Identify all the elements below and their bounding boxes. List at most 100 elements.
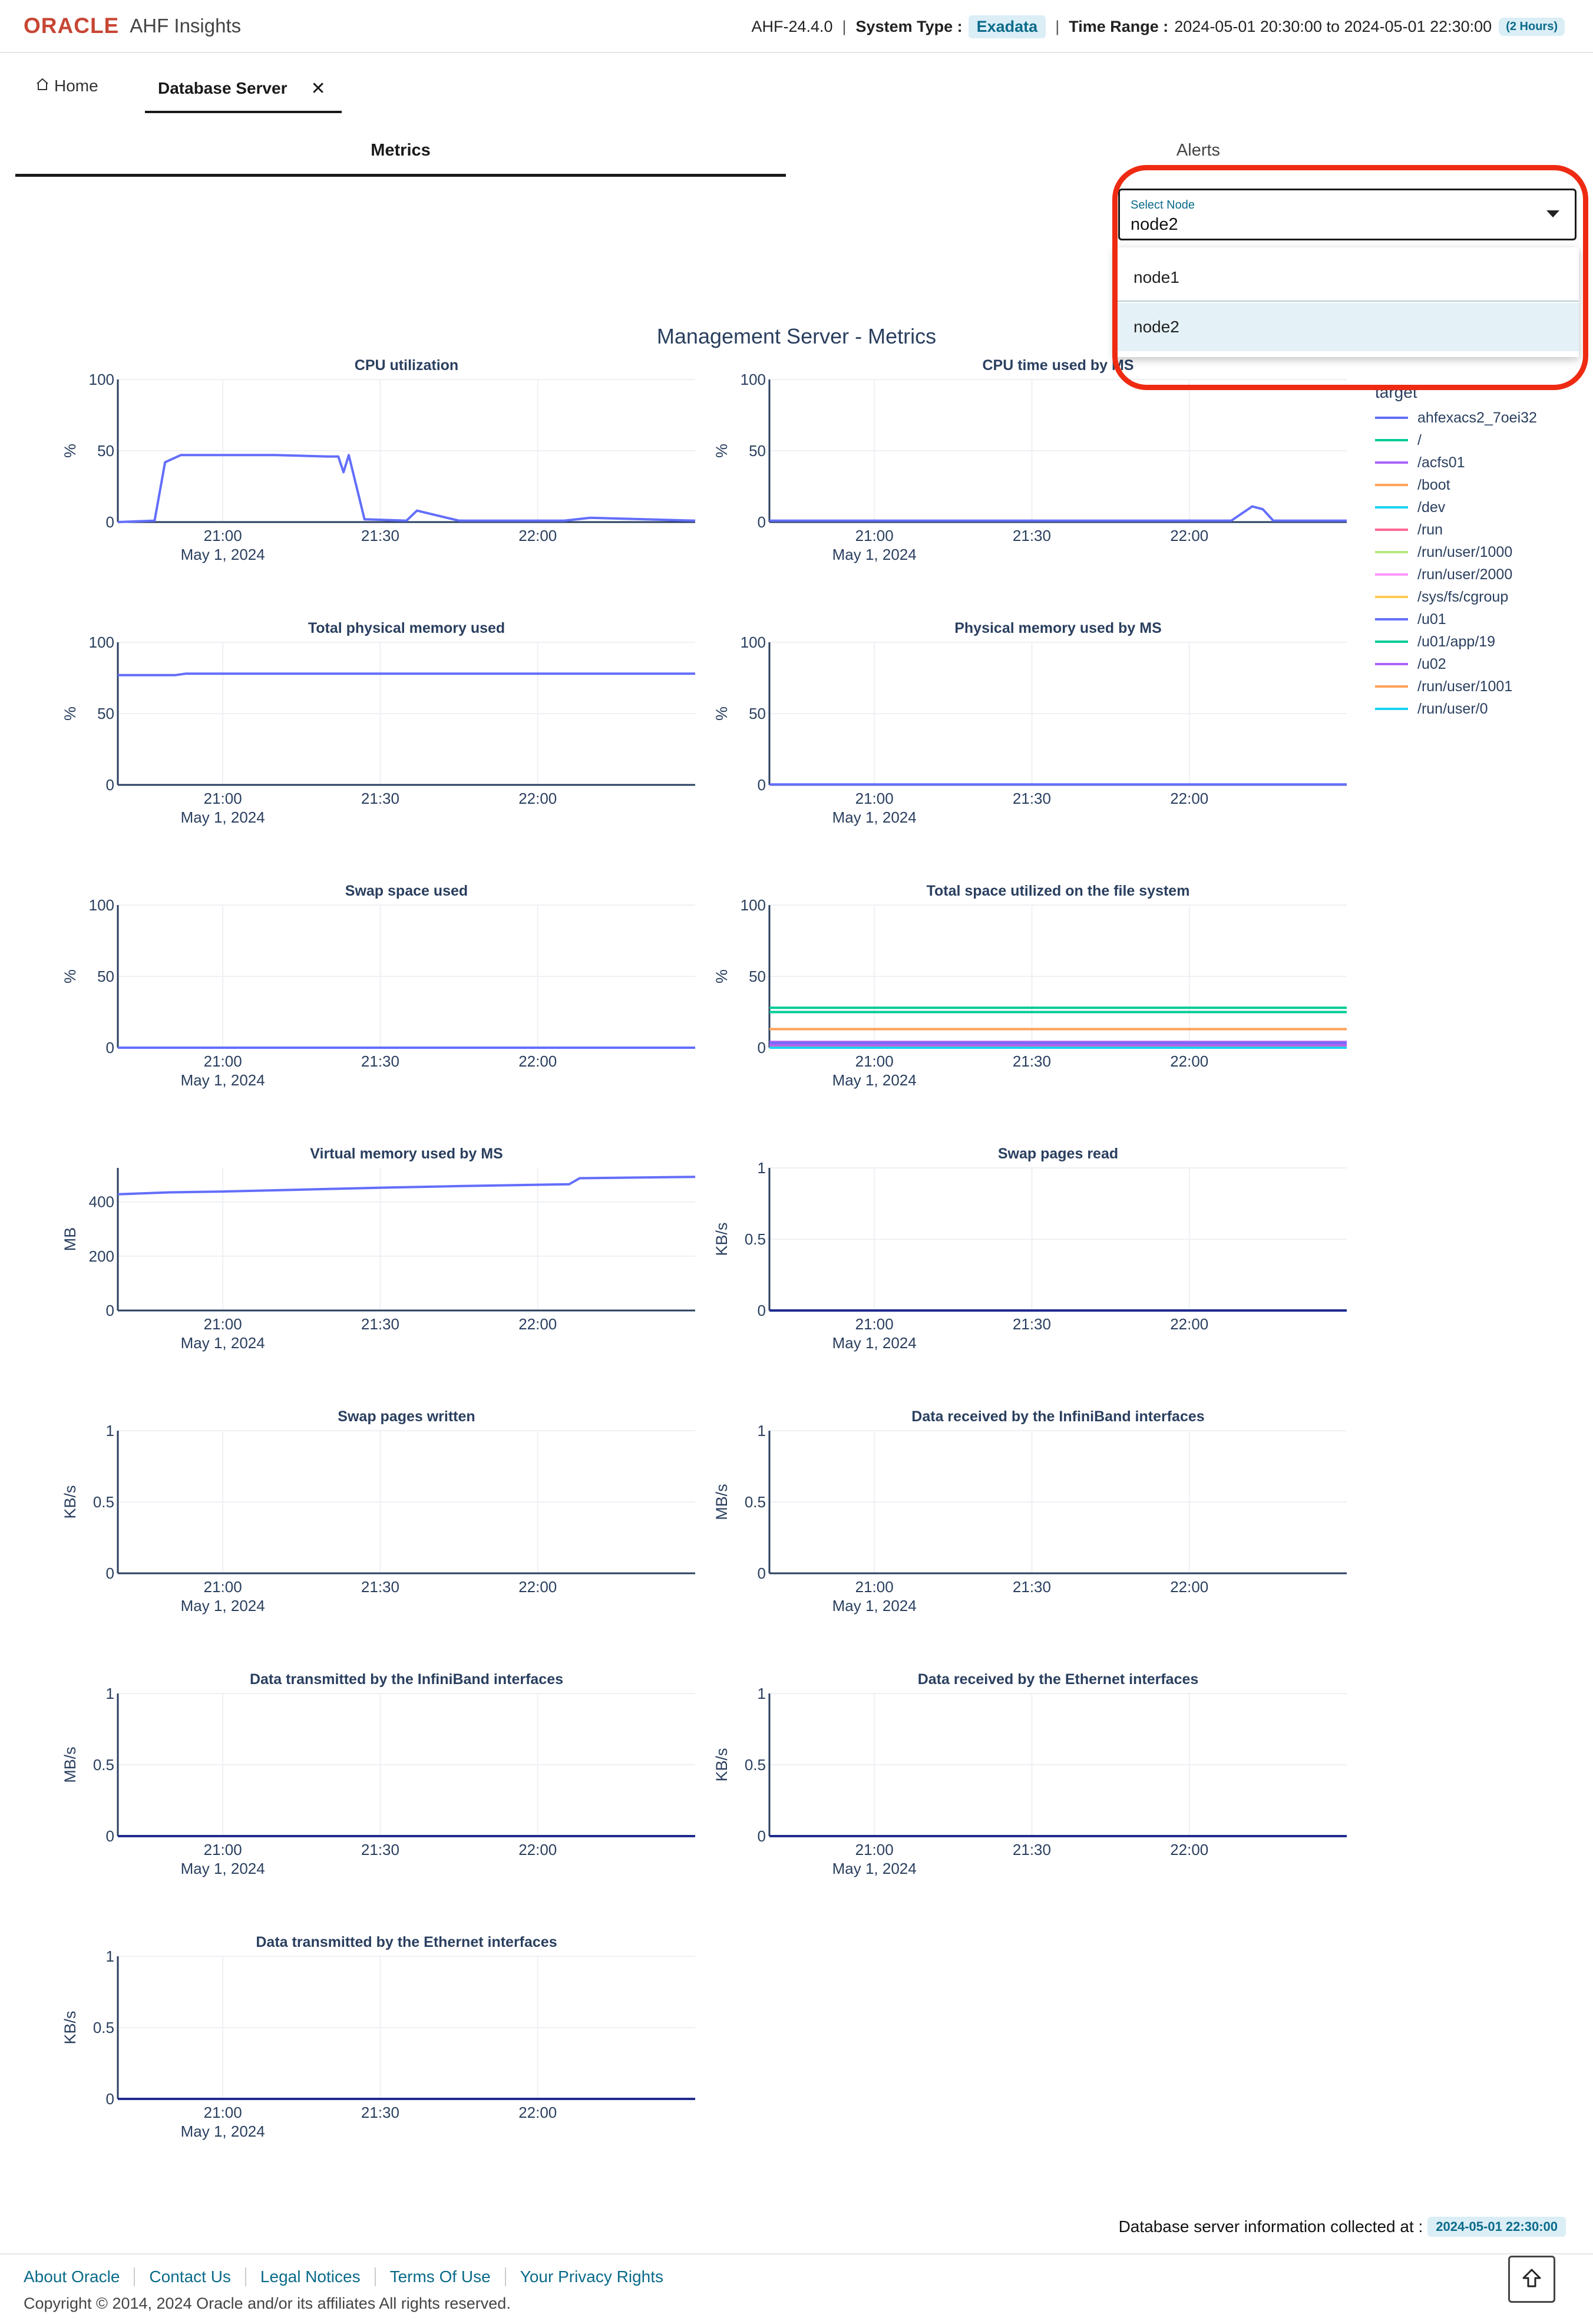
y-axis-label: MB/s — [713, 1484, 731, 1520]
legend-item[interactable]: /sys/fs/cgroup — [1375, 586, 1537, 608]
y-tick-label: 400 — [89, 1193, 114, 1211]
legend-item[interactable]: ahfexacs2_7oei32 — [1375, 407, 1537, 429]
y-axis-label: KB/s — [713, 1222, 731, 1256]
y-tick-label: 0 — [106, 1302, 114, 1319]
chart-title: Swap pages written — [338, 1408, 475, 1425]
legend-label: /run/user/2000 — [1417, 566, 1513, 583]
node-option-node2[interactable]: node2 — [1115, 303, 1579, 351]
chart-physical-memory-used-by-ms[interactable]: Physical memory used by MS 0 50 100% 21:00 21… — [652, 616, 1382, 870]
chart-data-transmitted-by-the-infiniband-interfaces[interactable]: Data transmitted by the InfiniBand inter… — [0, 1668, 731, 1921]
y-tick-label: 0 — [106, 513, 114, 531]
brand-name: ORACLE — [24, 14, 120, 38]
footer-link-terms-of-use[interactable]: Terms Of Use — [374, 2267, 505, 2286]
footer-links: About Oracle Contact Us Legal Notices Te… — [24, 2267, 677, 2286]
chart-cpu-utilization[interactable]: CPU utilization 0 50 100% 21:00 21:30 22:00 May… — [0, 354, 731, 607]
x-tick-label: 22:00 — [518, 1052, 557, 1070]
arrow-up-icon — [1520, 2266, 1544, 2293]
y-tick-label: 0 — [106, 1039, 114, 1057]
series-line-ahfexacs2-7oei32 — [118, 672, 695, 676]
chart-swap-space-used[interactable]: Swap space used 0 50 100% 21:00 21:30 22:00 May… — [0, 879, 731, 1133]
x-date-label: May 1, 2024 — [832, 808, 917, 826]
x-tick-label: 22:00 — [1170, 1315, 1208, 1333]
legend-item[interactable]: /run/user/1001 — [1375, 675, 1537, 698]
x-date-label: May 1, 2024 — [181, 808, 265, 826]
x-date-label: May 1, 2024 — [181, 1334, 265, 1352]
y-tick-label: 1 — [106, 1947, 114, 1965]
y-tick-label: 100 — [89, 896, 114, 914]
legend-swatch — [1375, 551, 1408, 553]
x-tick-label: 21:30 — [1013, 790, 1051, 807]
x-tick-label: 22:00 — [518, 1578, 557, 1596]
app-header: ORACLE AHF Insights AHF-24.4.0 | System … — [0, 0, 1593, 53]
legend-item[interactable]: /u01/app/19 — [1375, 630, 1537, 653]
time-range-value: 2024-05-01 20:30:00 to 2024-05-01 22:30:… — [1174, 17, 1492, 35]
x-tick-label: 21:30 — [361, 1841, 399, 1858]
y-axis-label: KB/s — [61, 1485, 79, 1518]
y-tick-label: 1 — [758, 1159, 766, 1177]
y-tick-label: 0.5 — [745, 1230, 766, 1248]
chart-data-transmitted-by-the-ethernet-interfaces[interactable]: Data transmitted by the Ethernet interfa… — [0, 1930, 731, 2184]
footer-link-contact-us[interactable]: Contact Us — [134, 2267, 245, 2286]
x-date-label: May 1, 2024 — [832, 1597, 917, 1615]
x-tick-label: 22:00 — [1170, 1052, 1208, 1070]
node-select[interactable]: Select Node node2 — [1118, 189, 1577, 240]
x-date-label: May 1, 2024 — [181, 546, 265, 563]
legend-item[interactable]: /boot — [1375, 474, 1537, 496]
chart-swap-pages-written[interactable]: Swap pages written 0 0.5 1 KB/s 21:00 21:30 22:… — [0, 1405, 731, 1658]
y-tick-label: 0.5 — [745, 1756, 766, 1774]
footer-link-legal-notices[interactable]: Legal Notices — [244, 2267, 375, 2286]
subtab-metrics[interactable]: Metrics — [15, 133, 786, 177]
close-icon[interactable]: ✕ — [310, 78, 326, 98]
x-date-label: May 1, 2024 — [832, 1071, 917, 1089]
legend-item[interactable]: /run/user/0 — [1375, 698, 1537, 720]
legend-item[interactable]: /run/user/2000 — [1375, 563, 1537, 586]
node-option-node1[interactable]: node1 — [1115, 253, 1579, 302]
chart-cpu-time-used-by-ms[interactable]: CPU time used by MS 0 50 100% 21:00 21:30 22:0… — [652, 354, 1382, 607]
x-tick-label: 22:00 — [518, 790, 557, 807]
chart-title: Virtual memory used by MS — [310, 1146, 503, 1162]
y-axis-label: % — [713, 969, 731, 983]
node-select-value: node2 — [1131, 215, 1178, 234]
footer-link-privacy-rights[interactable]: Your Privacy Rights — [504, 2267, 677, 2286]
x-tick-label: 21:00 — [855, 527, 894, 544]
y-tick-label: 0 — [758, 1827, 766, 1845]
x-tick-label: 21:30 — [361, 790, 399, 807]
x-tick-label: 21:30 — [1013, 527, 1051, 544]
chevron-down-icon[interactable] — [1546, 210, 1559, 217]
chart-title: Swap pages read — [998, 1146, 1118, 1162]
legend-item[interactable]: /dev — [1375, 496, 1537, 519]
legend-swatch — [1375, 529, 1408, 531]
legend-label: / — [1417, 431, 1422, 448]
chart-total-space-utilized-on-the-file-system[interactable]: Total space utilized on the file system 0… — [652, 879, 1382, 1133]
legend-item[interactable]: /acfs01 — [1375, 451, 1537, 474]
legend-item[interactable]: /u02 — [1375, 653, 1537, 675]
oracle-logo[interactable]: ORACLE AHF Insights — [24, 14, 241, 38]
chart-data-received-by-the-infiniband-interfaces[interactable]: Data received by the InfiniBand interfac… — [652, 1405, 1382, 1658]
x-tick-label: 21:30 — [361, 1578, 399, 1596]
chart-total-physical-memory-used[interactable]: Total physical memory used 0 50 100% 21:00 21… — [0, 616, 731, 870]
y-tick-label: 50 — [749, 705, 766, 722]
system-type-label: System Type : — [855, 17, 963, 35]
tab-home[interactable]: Home — [35, 77, 98, 95]
tab-database-server[interactable]: Database Server ✕ — [145, 66, 342, 113]
chart-swap-pages-read[interactable]: Swap pages read 0 0.5 1 KB/s 21:00 21:30 22:00 M… — [652, 1142, 1382, 1395]
subtab-alerts[interactable]: Alerts — [1176, 141, 1221, 160]
legend-item[interactable]: /u01 — [1375, 608, 1537, 630]
footer-link-about-oracle[interactable]: About Oracle — [24, 2267, 120, 2286]
y-tick-label: 100 — [741, 633, 766, 651]
x-tick-label: 22:00 — [1170, 790, 1208, 807]
chart-virtual-memory-used-by-ms[interactable]: Virtual memory used by MS 0 200 400 MB 21:00 2… — [0, 1142, 731, 1395]
y-tick-label: 50 — [97, 442, 114, 460]
legend-item[interactable]: /run/user/1000 — [1375, 541, 1537, 563]
x-tick-label: 21:00 — [204, 1578, 242, 1596]
legend-item[interactable]: / — [1375, 429, 1537, 451]
legend-label: /run/user/0 — [1417, 700, 1488, 717]
legend-item[interactable]: /run — [1375, 519, 1537, 541]
divider: | — [1055, 17, 1060, 35]
chart-data-received-by-the-ethernet-interfaces[interactable]: Data received by the Ethernet interfaces… — [652, 1668, 1382, 1921]
scroll-to-top-button[interactable] — [1508, 2256, 1555, 2303]
y-tick-label: 50 — [749, 442, 766, 460]
page-title: Management Server - Metrics — [656, 324, 937, 348]
y-axis-label: % — [61, 444, 79, 458]
x-tick-label: 21:30 — [1013, 1315, 1051, 1333]
